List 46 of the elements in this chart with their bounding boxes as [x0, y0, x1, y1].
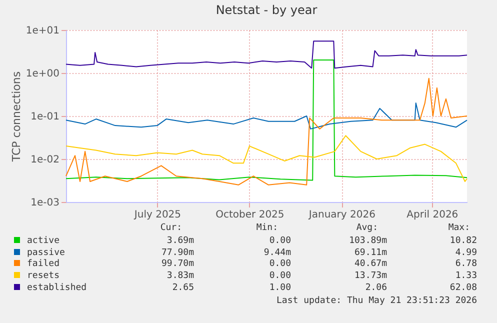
text: 3.83m — [166, 271, 194, 281]
text: 40.67m — [354, 259, 387, 269]
text: 0.00 — [269, 271, 291, 281]
y-tick-label: 1e-03 — [30, 198, 60, 208]
line-series — [66, 40, 468, 69]
y-tick-label: 1e+00 — [26, 68, 60, 80]
text: 69.11m — [354, 248, 387, 258]
y-tick-label: 1e+01 — [26, 26, 60, 36]
legend-label: active — [27, 236, 60, 246]
x-tick-label: January 2026 — [308, 210, 376, 220]
line-series — [66, 102, 468, 130]
line-series — [66, 135, 468, 182]
text: 99.70m — [161, 259, 194, 269]
text: 0.00 — [269, 259, 291, 269]
line-series — [66, 60, 468, 181]
x-tick-label: October 2025 — [216, 210, 284, 220]
text: 1.00 — [269, 283, 291, 293]
chart-title: Netstat - by year — [216, 3, 318, 17]
text: 13.73m — [354, 271, 387, 281]
text: Last update: Thu May 21 23:51:23 2026 — [276, 296, 477, 306]
text: 10.82 — [450, 236, 477, 246]
text: 4.99 — [455, 248, 477, 258]
line-series — [66, 78, 468, 186]
x-tick-label: April 2026 — [406, 210, 458, 220]
legend-label: failed — [27, 259, 60, 269]
text: 62.08 — [450, 283, 477, 293]
text: 2.06 — [365, 283, 387, 293]
text: 103.89m — [349, 236, 387, 246]
text: 77.90m — [161, 248, 194, 258]
legend-label: established — [27, 283, 87, 293]
legend-label: passive — [27, 248, 65, 258]
y-axis-title: TCP connections — [10, 71, 23, 163]
x-tick-label: July 2025 — [133, 210, 182, 220]
text: 6.78 — [455, 259, 477, 269]
text: Avg: — [356, 223, 378, 233]
text: 1.33 — [455, 271, 477, 281]
text: Cur: — [160, 223, 182, 233]
y-tick-label: 1e-02 — [30, 154, 60, 166]
text: Min: — [256, 223, 278, 233]
text: Max: — [448, 223, 470, 233]
text: 3.69m — [166, 236, 194, 246]
text: 9.44m — [264, 248, 291, 258]
y-tick-label: 1e-01 — [30, 112, 60, 122]
text: 0.00 — [269, 236, 291, 246]
legend-label: resets — [27, 271, 60, 281]
text: 2.65 — [172, 283, 194, 293]
